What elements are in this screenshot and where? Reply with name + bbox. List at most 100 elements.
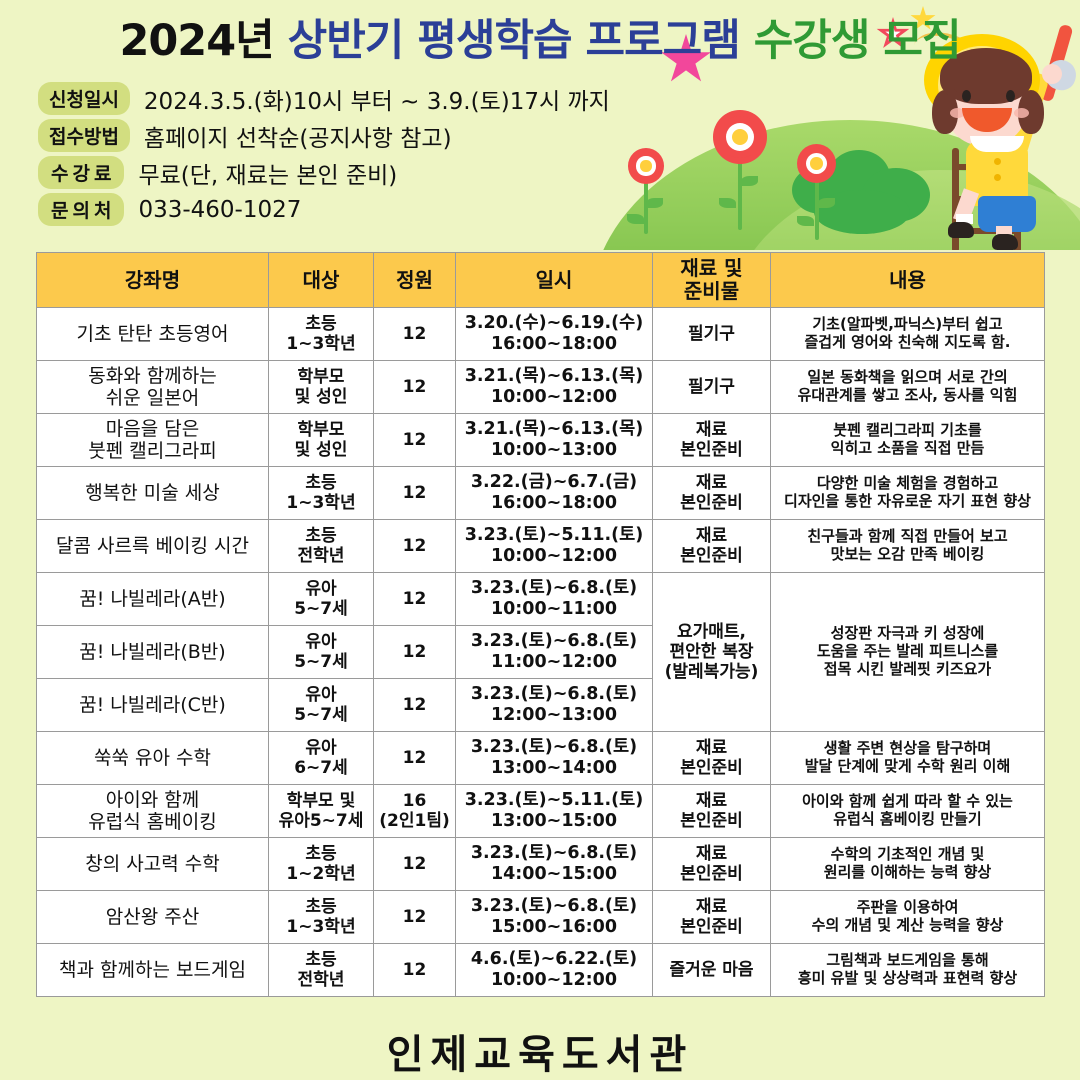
cell-target: 유아 5~7세 bbox=[268, 678, 374, 732]
cell-capacity: 12 bbox=[373, 519, 456, 573]
cell-materials: 필기구 bbox=[652, 307, 771, 361]
cell-content: 주판을 이용하여 수의 개념 및 계산 능력을 향상 bbox=[770, 890, 1045, 944]
cell-course-name: 아이와 함께 유럽식 홈베이킹 bbox=[36, 784, 269, 838]
arm-icon bbox=[1005, 70, 1051, 160]
cheek-right-icon bbox=[1014, 108, 1029, 118]
cell-course-name: 창의 사고력 수학 bbox=[36, 837, 269, 891]
cell-schedule: 3.23.(토)~6.8.(토) 11:00~12:00 bbox=[455, 625, 653, 679]
column-header-target: 대상 bbox=[268, 252, 374, 308]
cell-course-name: 꿈! 나빌레라(A반) bbox=[36, 572, 269, 626]
eye-right-icon bbox=[1006, 90, 1015, 102]
cell-target: 초등 1~3학년 bbox=[268, 890, 374, 944]
cell-schedule: 3.20.(수)~6.19.(수) 16:00~18:00 bbox=[455, 307, 653, 361]
cell-capacity: 12 bbox=[373, 466, 456, 520]
page-title: 2024년 상반기 평생학습 프로그램 수강생 모집 bbox=[0, 6, 1080, 68]
bangs-icon bbox=[952, 72, 1022, 98]
cheek-left-icon bbox=[950, 108, 965, 118]
cell-materials: 재료 본인준비 bbox=[652, 731, 771, 785]
cell-schedule: 3.23.(토)~6.8.(토) 10:00~11:00 bbox=[455, 572, 653, 626]
table-row: 책과 함께하는 보드게임 초등 전학년 12 4.6.(토)~6.22.(토) 10:00… bbox=[36, 943, 1045, 997]
button-icon bbox=[994, 158, 1001, 165]
cell-content: 생활 주변 현상을 탐구하며 발달 단계에 맞게 수학 원리 이해 bbox=[770, 731, 1045, 785]
cell-materials: 재료 본인준비 bbox=[652, 837, 771, 891]
cell-course-name: 달콤 사르륵 베이킹 시간 bbox=[36, 519, 269, 573]
cell-schedule: 3.23.(토)~6.8.(토) 14:00~15:00 bbox=[455, 837, 653, 891]
cell-schedule: 3.23.(토)~5.11.(토) 10:00~12:00 bbox=[455, 519, 653, 573]
table-row: 꿈! 나빌레라(C반) 유아 5~7세 12 3.23.(토)~6.8.(토) 12:00… bbox=[36, 678, 1045, 732]
column-header-materials: 재료 및 준비물 bbox=[652, 252, 771, 308]
cell-target: 유아 6~7세 bbox=[268, 731, 374, 785]
column-header-schedule: 일시 bbox=[455, 252, 653, 308]
cell-capacity: 12 bbox=[373, 731, 456, 785]
bush-icon bbox=[862, 168, 930, 222]
cell-course-name: 기초 탄탄 초등영어 bbox=[36, 307, 269, 361]
cell-content: 기초(알파벳,파닉스)부터 쉽고 즐겁게 영어와 친숙해 지도록 함. bbox=[770, 307, 1045, 361]
badge-apply-method: 접수방법 bbox=[38, 119, 130, 152]
face-icon bbox=[944, 58, 1028, 146]
cell-materials: 재료 본인준비 bbox=[652, 890, 771, 944]
button-icon bbox=[994, 174, 1001, 181]
cell-target: 유아 5~7세 bbox=[268, 572, 374, 626]
cell-schedule: 4.6.(토)~6.22.(토) 10:00~12:00 bbox=[455, 943, 653, 997]
cell-content: 수학의 기초적인 개념 및 원리를 이해하는 능력 향상 bbox=[770, 837, 1045, 891]
table-row: 기초 탄탄 초등영어 초등 1~3학년 12 3.20.(수)~6.19.(수) 16:0… bbox=[36, 307, 1045, 361]
shirt-icon bbox=[966, 140, 1028, 206]
cell-target: 유아 5~7세 bbox=[268, 625, 374, 679]
cell-materials: 재료 본인준비 bbox=[652, 466, 771, 520]
badge-contact: 문의처 bbox=[38, 193, 125, 226]
table-row: 행복한 미술 세상 초등 1~3학년 12 3.22.(금)~6.7.(금) 16:00~… bbox=[36, 466, 1045, 520]
footer-organization: 인제교육도서관 bbox=[386, 1032, 694, 1078]
title-year: 2024년 bbox=[119, 16, 288, 66]
cell-capacity: 12 bbox=[373, 890, 456, 944]
cell-target: 초등 1~3학년 bbox=[268, 307, 374, 361]
cell-content: 붓펜 캘리그라피 기초를 익히고 소품을 직접 만듬 bbox=[770, 413, 1045, 467]
cell-capacity: 12 bbox=[373, 837, 456, 891]
badge-fee: 수강료 bbox=[38, 156, 125, 189]
table-header-row: 강좌명 대상 정원 일시 재료 및 준비물 내용 bbox=[36, 252, 1045, 308]
cell-target: 학부모 및 성인 bbox=[268, 360, 374, 414]
cell-schedule: 3.23.(토)~5.11.(토) 13:00~15:00 bbox=[455, 784, 653, 838]
cell-schedule: 3.23.(토)~6.8.(토) 12:00~13:00 bbox=[455, 678, 653, 732]
value-fee: 무료(단, 재료는 본인 준비) bbox=[138, 162, 398, 189]
hill-back-icon bbox=[730, 170, 1080, 250]
shorts-icon bbox=[978, 196, 1036, 232]
pigtail-left-icon bbox=[932, 90, 958, 134]
cell-capacity: 12 bbox=[373, 307, 456, 361]
cell-materials: 요가매트, 편안한 복장 (발레복가능) bbox=[652, 572, 771, 732]
cell-content: 그림책과 보드게임을 통해 흥미 유발 및 상상력과 표현력 향상 bbox=[770, 943, 1045, 997]
cell-capacity: 12 bbox=[373, 625, 456, 679]
cell-content: 성장판 자극과 키 성장에 도움을 주는 발레 피트니스를 접목 시킨 발레핏 키즈… bbox=[770, 572, 1045, 732]
cell-capacity: 16 (2인1팀) bbox=[373, 784, 456, 838]
shoe-right-icon bbox=[992, 234, 1018, 250]
cell-course-name: 행복한 미술 세상 bbox=[36, 466, 269, 520]
title-program: 상반기 평생학습 프로그램 bbox=[287, 16, 754, 66]
table-row: 꿈! 나빌레라(A반) 유아 5~7세 12 3.23.(토)~6.8.(토) 10:00… bbox=[36, 572, 1045, 732]
sock-left-icon bbox=[956, 214, 973, 224]
cell-course-name: 동화와 함께하는 쉬운 일본어 bbox=[36, 360, 269, 414]
cell-schedule: 3.23.(토)~6.8.(토) 15:00~16:00 bbox=[455, 890, 653, 944]
collar-icon bbox=[970, 136, 1024, 152]
value-apply-method: 홈페이지 선착순(공지사항 참고) bbox=[143, 125, 452, 152]
cell-materials: 재료 본인준비 bbox=[652, 413, 771, 467]
cell-content: 친구들과 함께 직접 만들어 보고 맛보는 오감 만족 베이킹 bbox=[770, 519, 1045, 573]
bush-icon bbox=[828, 150, 890, 204]
cell-capacity: 12 bbox=[373, 413, 456, 467]
info-row-apply-method: 접수방법 홈페이지 선착순(공지사항 참고) bbox=[38, 117, 610, 154]
cell-course-name: 꿈! 나빌레라(B반) bbox=[36, 625, 269, 679]
table-row: 쑥쑥 유아 수학 유아 6~7세 12 3.23.(토)~6.8.(토) 13:00~14… bbox=[36, 731, 1045, 785]
cell-schedule: 3.21.(목)~6.13.(목) 10:00~12:00 bbox=[455, 360, 653, 414]
cell-content: 아이와 함께 쉽게 따라 할 수 있는 유럽식 홈베이킹 만들기 bbox=[770, 784, 1045, 838]
cell-target: 초등 전학년 bbox=[268, 943, 374, 997]
title-recruit: 수강생 모집 bbox=[753, 16, 962, 66]
shoe-left-icon bbox=[948, 222, 974, 238]
cell-capacity: 12 bbox=[373, 943, 456, 997]
column-header-capacity: 정원 bbox=[373, 252, 456, 308]
eye-left-icon bbox=[962, 90, 971, 102]
table-row: 달콤 사르륵 베이킹 시간 초등 전학년 12 3.23.(토)~5.11.(토) 10:… bbox=[36, 519, 1045, 573]
cell-content: 다양한 미술 체험을 경험하고 디자인을 통한 자유로운 자기 표현 향상 bbox=[770, 466, 1045, 520]
table-row: 꿈! 나빌레라(B반) 유아 5~7세 12 3.23.(토)~6.8.(토) 11:00… bbox=[36, 625, 1045, 679]
table-body: 기초 탄탄 초등영어 초등 1~3학년 12 3.20.(수)~6.19.(수) 16:0… bbox=[36, 307, 1045, 997]
cell-course-name: 암산왕 주산 bbox=[36, 890, 269, 944]
cell-course-name: 책과 함께하는 보드게임 bbox=[36, 943, 269, 997]
cell-target: 학부모 및 유아5~7세 bbox=[268, 784, 374, 838]
